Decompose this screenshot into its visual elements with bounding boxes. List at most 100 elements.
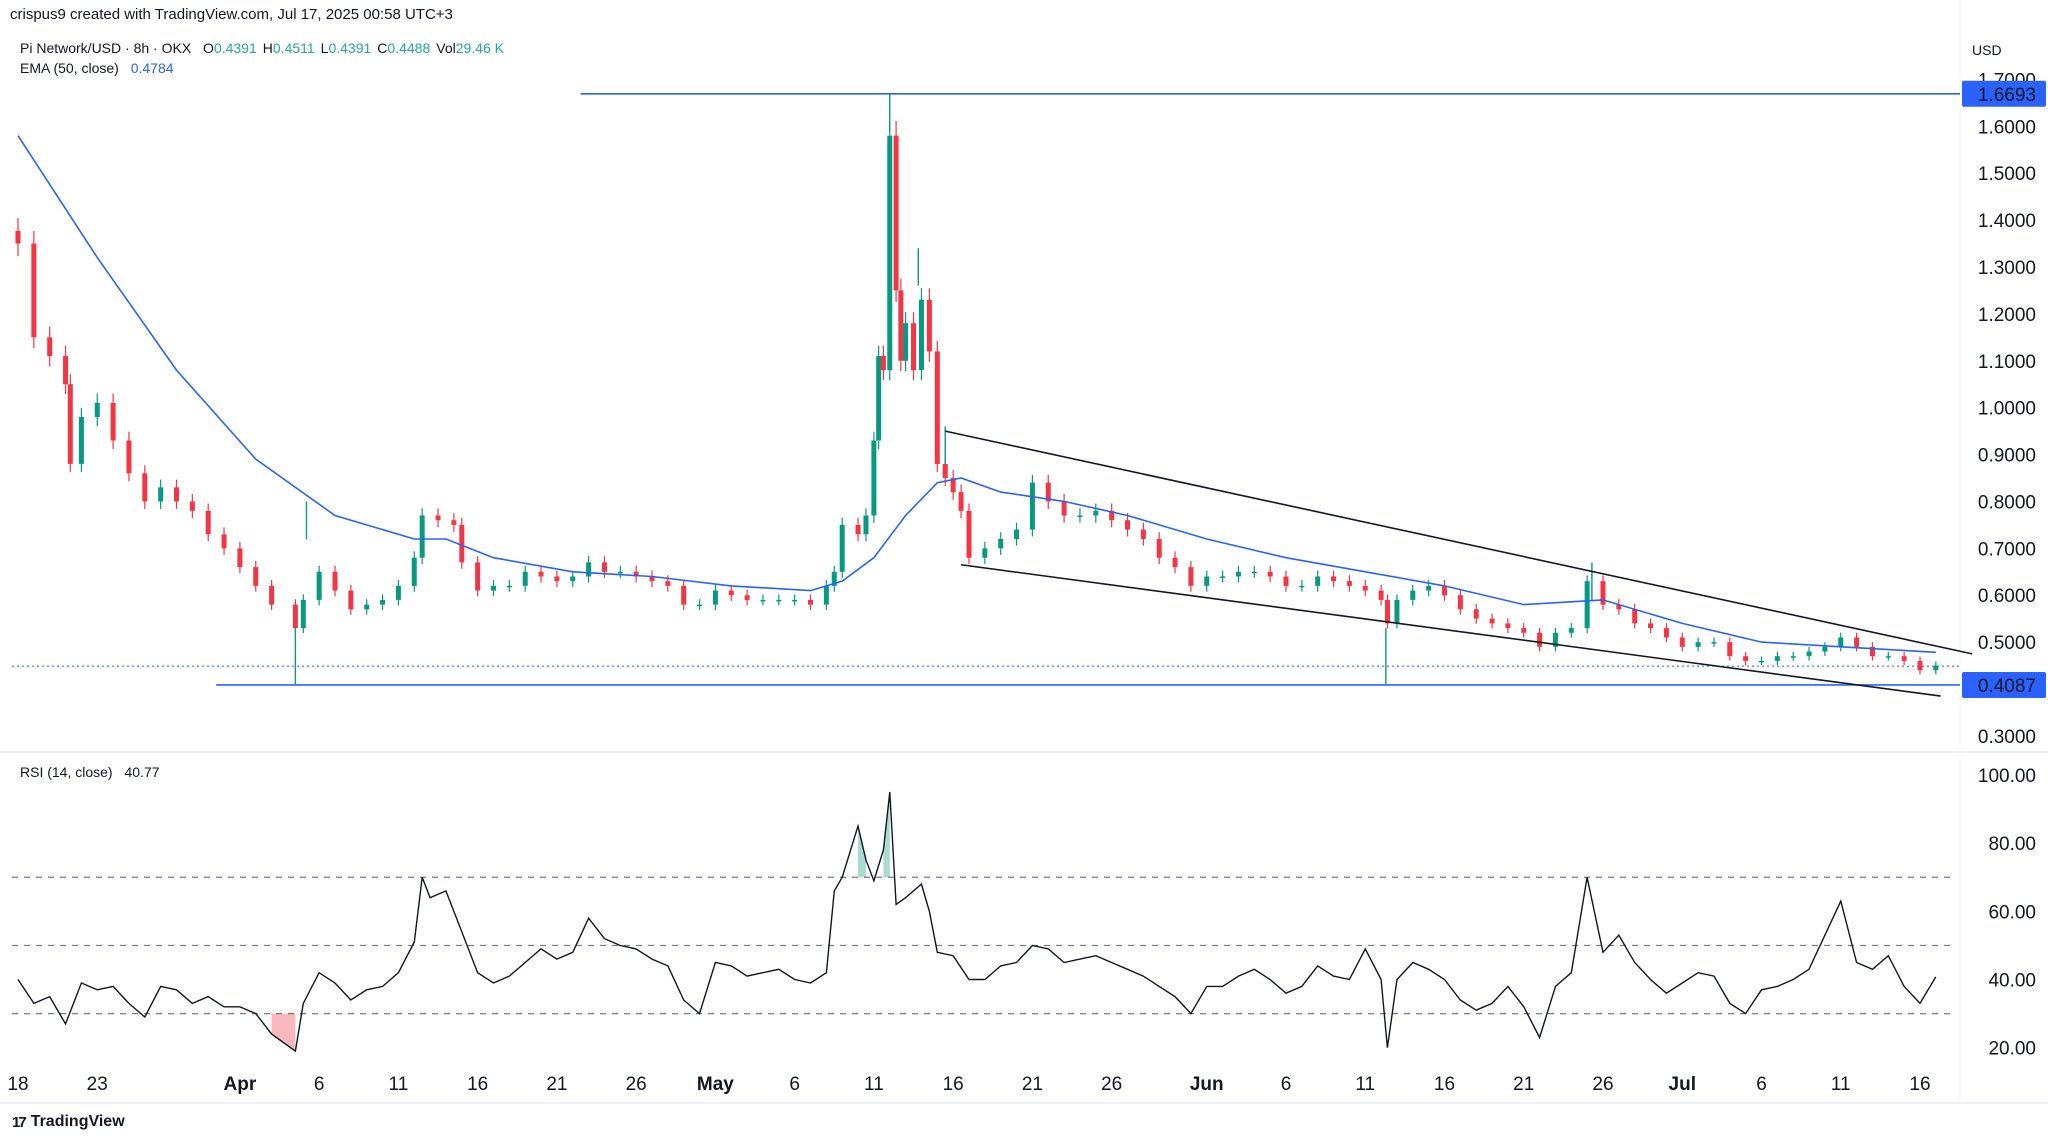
candle-body	[1632, 609, 1638, 624]
candle-body	[950, 478, 956, 493]
candle-body	[1267, 571, 1273, 577]
candle-body	[94, 402, 100, 418]
candle-body	[78, 417, 84, 464]
candle-body	[1521, 628, 1527, 633]
candle-body	[1188, 567, 1194, 586]
candle-body	[839, 524, 845, 572]
date-tick-label: 26	[1592, 1074, 1613, 1095]
candle-body	[744, 595, 750, 600]
candle-body	[712, 590, 718, 605]
candle-body	[1695, 642, 1701, 647]
symbol-title: Pi Network/USD · 8h · OKX	[20, 40, 192, 56]
candle-body	[1384, 599, 1390, 624]
candle-body	[926, 299, 932, 352]
date-tick-label: 21	[546, 1074, 567, 1095]
price-tick-label: 1.5000	[1978, 164, 2036, 185]
candle-body	[942, 463, 948, 478]
rsi-oversold-fill	[271, 1013, 296, 1052]
price-tick-label: 0.5000	[1978, 633, 2036, 654]
date-tick-label: 11	[1831, 1074, 1851, 1095]
candle-body	[863, 515, 869, 535]
candle-body	[760, 599, 766, 602]
candle-body	[380, 599, 386, 605]
candle-body	[1679, 637, 1685, 647]
tradingview-logo[interactable]: 17 TradingView	[12, 1113, 125, 1131]
candle-body	[633, 571, 639, 577]
candle-body	[1552, 632, 1558, 647]
date-tick-label: 6	[1281, 1074, 1292, 1095]
currency-label[interactable]: USD	[1972, 42, 2002, 58]
candle-body	[31, 243, 37, 338]
candle-body	[617, 571, 623, 574]
candle-body	[1394, 599, 1400, 624]
candle-body	[601, 562, 607, 572]
candle-body	[1362, 585, 1368, 591]
candle-body	[475, 562, 481, 591]
candle-body	[808, 599, 813, 605]
candle-body	[1426, 585, 1432, 591]
candle-body	[506, 585, 512, 588]
candle-body	[1457, 595, 1463, 610]
candle-body	[110, 402, 116, 441]
ema-line	[17, 135, 1936, 654]
ohlc-key: O	[203, 40, 214, 56]
candle-body	[332, 571, 338, 591]
date-tick-label: Apr	[224, 1074, 257, 1095]
candle-body	[1616, 604, 1622, 610]
candle-body	[1568, 628, 1574, 633]
candle-body	[1204, 576, 1210, 586]
price-level-tag	[1962, 80, 2046, 107]
rsi-tick-label: 80.00	[1988, 834, 2036, 855]
price-tick-label: 1.0000	[1978, 399, 2036, 420]
candle-body	[1648, 623, 1654, 629]
ohlc-values: O0.4391 H0.4511 L0.4391 C0.4488 Vol29.46 K	[203, 40, 510, 56]
candle-body	[893, 135, 899, 291]
candle-body	[491, 585, 496, 591]
candle-body	[697, 604, 703, 607]
price-tick-label: 1.6000	[1978, 117, 2036, 138]
candle-body	[649, 576, 655, 582]
candle-body	[1838, 637, 1844, 647]
candle-body	[728, 590, 734, 596]
candle-body	[1029, 482, 1035, 530]
candle-body	[1410, 590, 1416, 600]
candle-body	[1663, 628, 1669, 638]
candle-body	[63, 356, 69, 385]
candle-body	[871, 440, 877, 516]
price-tick-label: 0.7000	[1978, 539, 2036, 560]
candle-body	[570, 576, 576, 582]
candle-body	[1600, 581, 1606, 605]
candle-body	[831, 571, 837, 586]
candle-body	[1584, 581, 1590, 629]
candle-body	[1537, 632, 1543, 647]
candle-body	[1235, 571, 1241, 577]
candle-body	[538, 571, 544, 577]
candle-body	[1156, 538, 1162, 558]
candle-body	[1283, 576, 1289, 586]
date-tick-label: May	[697, 1074, 734, 1095]
candle-body	[435, 515, 441, 521]
ohlc-value: 0.4511	[272, 40, 315, 56]
candle-body	[1711, 642, 1717, 644]
candle-body	[911, 323, 917, 371]
candle-body	[1885, 656, 1891, 658]
candle-body	[876, 356, 882, 441]
candle-body	[419, 515, 425, 558]
rsi-legend: RSI (14, close) 40.77	[20, 764, 160, 780]
ohlc-value: 0.4391	[328, 40, 372, 56]
candle-body	[1045, 482, 1051, 502]
candle-body	[237, 548, 243, 568]
candle-body	[1220, 576, 1226, 578]
date-tick-label: 11	[389, 1074, 409, 1095]
date-tick-label: 6	[789, 1074, 800, 1095]
candle-body	[1442, 585, 1447, 596]
candle-body	[1109, 510, 1115, 521]
candle-body	[958, 492, 964, 511]
candle-body	[1774, 656, 1780, 661]
chart-credit: crispus9 created with TradingView.com, J…	[10, 6, 453, 23]
candle-body	[1822, 646, 1828, 652]
candle-body	[1473, 609, 1479, 619]
candle-body	[269, 585, 275, 605]
candle-body	[1933, 665, 1939, 671]
